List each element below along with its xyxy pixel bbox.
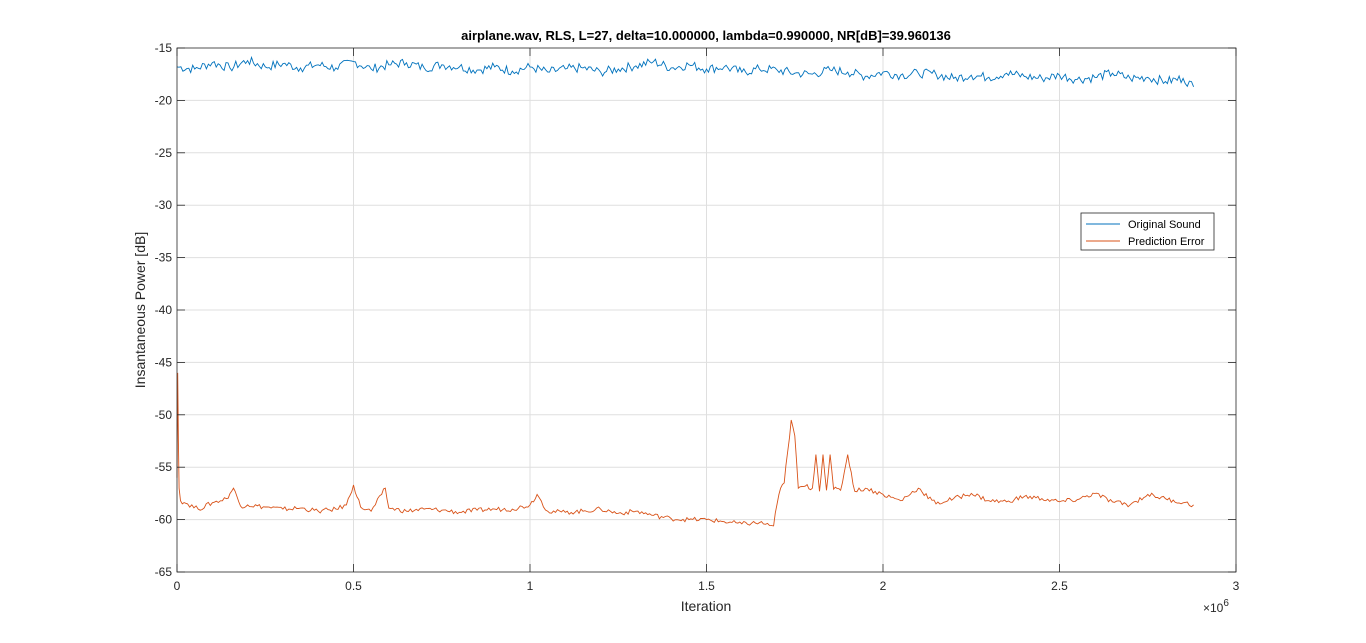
series-line-prediction-error [176,372,1194,527]
tick-labels: 0 0.5 1 1.5 2 2.5 3 -65 -60 -55 -50 -45 -40 -35 -30 -25… [155,41,1240,593]
grid [177,48,1236,572]
y-tick-label: -50 [155,408,173,422]
x-tick-label: 0 [174,579,181,593]
x-tick-label: 3 [1233,579,1240,593]
legend-label-original-sound: Original Sound [1128,219,1201,231]
x-axis-exponent-base: ×10 [1203,601,1224,615]
legend: Original Sound Prediction Error [1080,212,1215,251]
x-tick-label: 0.5 [345,579,362,593]
y-tick-label: -40 [155,303,173,317]
x-tick-label: 2 [880,579,887,593]
y-tick-label: -20 [155,93,173,107]
x-tick-label: 1.5 [698,579,715,593]
y-tick-label: -60 [155,513,173,527]
x-tick-label: 1 [527,579,534,593]
chart-title: airplane.wav, RLS, L=27, delta=10.000000… [461,28,951,43]
y-tick-label: -25 [155,146,173,160]
series-layer [176,55,1195,527]
x-tick-label: 2.5 [1051,579,1068,593]
y-axis-label: Insantaneous Power [dB] [132,232,148,388]
x-axis-exponent-power: 6 [1223,598,1229,609]
y-tick-label: -30 [155,198,173,212]
y-tick-label: -55 [155,460,173,474]
x-axis-exponent: ×106 [1203,598,1229,615]
y-tick-label: -15 [155,41,173,55]
legend-box [1080,212,1215,251]
legend-label-prediction-error: Prediction Error [1128,236,1205,248]
axes [176,47,1237,573]
y-tick-label: -45 [155,355,173,369]
x-axis-label: Iteration [681,598,732,614]
y-tick-label: -65 [155,565,173,579]
y-tick-label: -35 [155,251,173,265]
series-line-original-sound [176,55,1195,88]
